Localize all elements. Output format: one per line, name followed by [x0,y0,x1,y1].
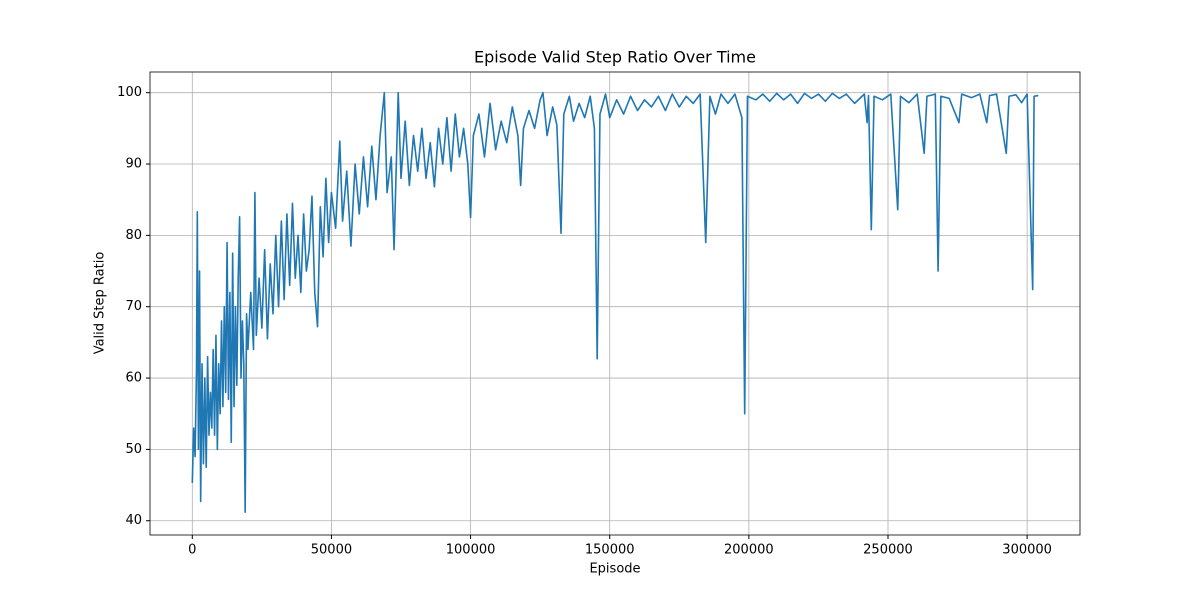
y-tick-label: 70 [125,299,142,314]
y-tick-label: 100 [117,85,142,100]
y-tick-label: 40 [125,513,142,528]
x-tick-label: 50000 [311,543,352,558]
y-tick-label: 50 [125,442,142,457]
x-tick-label: 200000 [724,543,774,558]
x-tick-label: 300000 [1002,543,1052,558]
x-tick-label: 100000 [446,543,496,558]
x-axis-label: Episode [589,562,640,577]
y-tick-label: 90 [125,157,142,172]
data-line [191,91,1039,513]
x-tick-label: 250000 [863,543,913,558]
x-tick-label: 150000 [585,543,635,558]
y-tick-label: 80 [125,228,142,243]
y-tick-label: 60 [125,371,142,386]
chart-title: Episode Valid Step Ratio Over Time [474,48,756,67]
plot-frame [149,71,1081,536]
x-tick-label: 0 [188,543,196,558]
y-axis-label: Valid Step Ratio [93,252,108,355]
